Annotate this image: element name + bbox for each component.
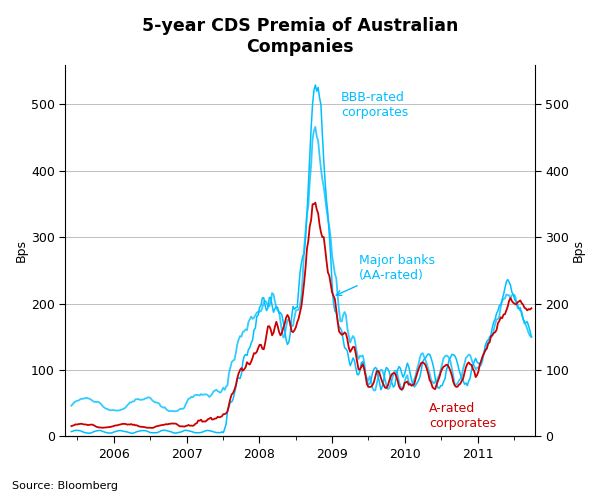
Y-axis label: Bps: Bps — [15, 239, 28, 262]
Y-axis label: Bps: Bps — [572, 239, 585, 262]
Text: Major banks
(AA-rated): Major banks (AA-rated) — [336, 254, 435, 296]
Text: 5-year CDS Premia of Australian
Companies: 5-year CDS Premia of Australian Companie… — [142, 17, 458, 56]
Text: A-rated
corporates: A-rated corporates — [429, 402, 496, 430]
Text: Source: Bloomberg: Source: Bloomberg — [12, 481, 118, 491]
Text: BBB-rated
corporates: BBB-rated corporates — [341, 91, 409, 119]
